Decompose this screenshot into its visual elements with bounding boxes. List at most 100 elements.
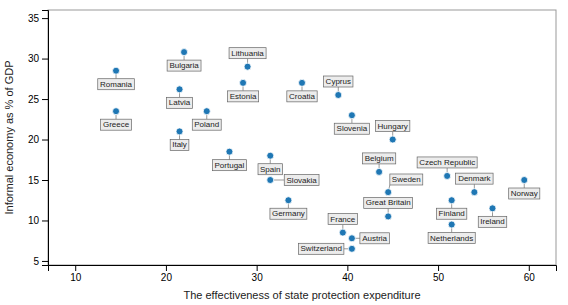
point <box>240 79 247 86</box>
annotation-label: Croatia <box>289 92 315 101</box>
annotation: Austria <box>360 233 389 244</box>
point <box>203 108 210 115</box>
point <box>267 152 274 159</box>
tick: 25 <box>28 94 48 105</box>
point <box>444 172 451 179</box>
annotation: Estonia <box>227 91 258 102</box>
annotation: Cyprus <box>324 76 353 87</box>
point <box>385 213 392 220</box>
tick-label: 30 <box>28 53 40 64</box>
point <box>285 197 292 204</box>
tick-label: 5 <box>33 256 39 267</box>
tick: 40 <box>342 265 354 283</box>
annotation: Italy <box>170 139 189 150</box>
tick: 60 <box>524 265 536 283</box>
annotation-label: Netherlands <box>430 234 473 243</box>
annotation-label: Denmark <box>458 174 491 183</box>
tick-label: 30 <box>252 272 264 283</box>
tick-mark <box>347 265 348 271</box>
tick-mark <box>75 265 76 271</box>
tick-mark <box>42 18 48 19</box>
tick-label: 40 <box>342 272 354 283</box>
point <box>376 168 383 175</box>
point <box>348 245 355 252</box>
point <box>299 79 306 86</box>
annotation: Czech Republic <box>417 157 477 168</box>
point <box>348 235 355 242</box>
tick-label: 15 <box>28 175 40 186</box>
annotation: Germany <box>270 208 307 219</box>
point <box>471 189 478 196</box>
annotation-label: Italy <box>172 140 187 149</box>
point <box>113 108 120 115</box>
tick-label: 60 <box>524 272 536 283</box>
annotation-box <box>212 160 246 171</box>
annotation: Croatia <box>287 91 317 102</box>
chart: 1020304050605101520253035RomaniaGreeceBu… <box>0 0 568 305</box>
point <box>339 229 346 236</box>
tick-mark <box>257 265 258 271</box>
annotation-label: Norway <box>511 189 538 198</box>
point <box>448 197 455 204</box>
annotation: Latvia <box>167 97 193 108</box>
annotation-label: Romania <box>100 80 133 89</box>
tick-mark <box>42 261 48 262</box>
annotation-label: France <box>330 215 355 224</box>
point <box>244 63 251 70</box>
annotation: Spain <box>258 164 282 175</box>
annotation: Denmark <box>456 173 493 184</box>
annotation-box <box>270 208 307 219</box>
annotation: Lithuania <box>229 48 266 59</box>
point <box>267 177 274 184</box>
annotation-label: Lithuania <box>231 49 264 58</box>
annotation-box <box>170 139 189 150</box>
annotation-box <box>417 157 477 168</box>
tick: 5 <box>33 256 48 267</box>
annotation-label: Slovenia <box>337 124 368 133</box>
annotations: RomaniaGreeceBulgariaLatviaItalyPolandLi… <box>98 48 540 255</box>
tick-mark <box>42 180 48 181</box>
annotation-label: Hungary <box>378 122 408 131</box>
annotation: Hungary <box>376 121 410 132</box>
y-axis-title: Informal economy as % of GDP <box>3 60 15 214</box>
annotation: Finland <box>437 208 467 219</box>
tick-label: 25 <box>28 94 40 105</box>
x-axis: 10 20 30 40 50 60 <box>49 265 557 283</box>
point <box>348 112 355 119</box>
annotation: Bulgaria <box>167 60 201 71</box>
tick-mark <box>42 99 48 100</box>
tick: 10 <box>70 265 82 283</box>
annotation-box <box>509 188 540 199</box>
tick-label: 20 <box>161 272 173 283</box>
annotation-label: Finland <box>439 209 465 218</box>
tick-label: 50 <box>433 272 445 283</box>
annotation-box <box>192 119 221 130</box>
annotation: Switzerland <box>299 243 344 254</box>
tick: 50 <box>433 265 445 283</box>
annotation-box <box>376 121 410 132</box>
annotation-box <box>284 175 319 186</box>
annotation-label: Great Britain <box>366 198 411 207</box>
annotation: Portugal <box>212 160 246 171</box>
point <box>176 128 183 135</box>
tick-mark <box>42 220 48 221</box>
tick-mark <box>438 265 439 271</box>
annotation-label: Poland <box>194 120 219 129</box>
annotation-label: Estonia <box>230 92 257 101</box>
point <box>448 221 455 228</box>
annotation-label: Latvia <box>169 98 191 107</box>
annotation-box <box>258 164 282 175</box>
annotation-box <box>167 60 201 71</box>
tick: 35 <box>28 13 48 24</box>
annotation-label: Sweden <box>392 175 421 184</box>
plot-frame <box>48 10 556 265</box>
axis-line <box>42 11 49 266</box>
annotation-label: Germany <box>272 209 305 218</box>
point <box>176 86 183 93</box>
annotation-box <box>324 76 353 87</box>
tick: 30 <box>252 265 264 283</box>
tick: 10 <box>28 215 48 226</box>
annotation: France <box>328 214 357 225</box>
tick-label: 10 <box>70 272 82 283</box>
annotation-label: Ireland <box>480 217 504 226</box>
